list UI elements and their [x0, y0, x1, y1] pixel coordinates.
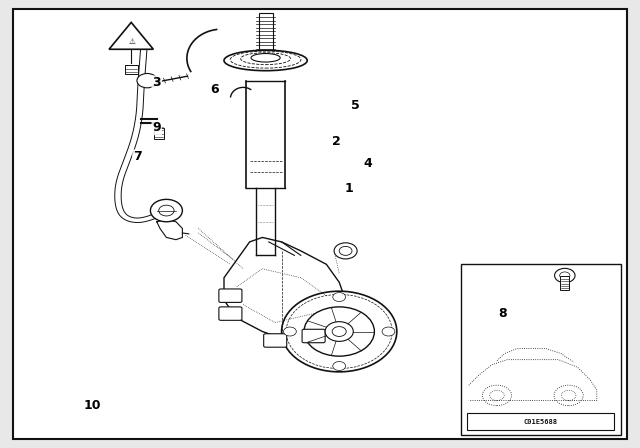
FancyBboxPatch shape: [125, 65, 138, 74]
Text: 3: 3: [152, 76, 161, 90]
Circle shape: [333, 293, 346, 302]
Text: 8: 8: [498, 307, 507, 320]
Text: 4: 4: [364, 157, 372, 170]
Circle shape: [304, 307, 374, 356]
Circle shape: [150, 199, 182, 222]
Polygon shape: [224, 237, 346, 340]
Circle shape: [284, 327, 296, 336]
FancyBboxPatch shape: [264, 334, 287, 347]
FancyBboxPatch shape: [461, 264, 621, 435]
Ellipse shape: [224, 50, 307, 71]
Circle shape: [325, 322, 353, 341]
FancyBboxPatch shape: [259, 13, 273, 58]
Text: 2: 2: [332, 134, 340, 148]
Text: 7: 7: [133, 150, 142, 164]
FancyBboxPatch shape: [302, 329, 325, 343]
Circle shape: [159, 205, 174, 216]
Text: 5: 5: [351, 99, 360, 112]
Circle shape: [333, 362, 346, 370]
Circle shape: [559, 272, 570, 279]
Circle shape: [339, 246, 352, 255]
FancyBboxPatch shape: [219, 289, 242, 302]
Circle shape: [554, 268, 575, 283]
Text: ⚠: ⚠: [129, 37, 136, 46]
Text: 6: 6: [210, 83, 219, 96]
Circle shape: [137, 73, 157, 88]
Circle shape: [332, 327, 346, 336]
Text: 9: 9: [152, 121, 161, 134]
FancyBboxPatch shape: [467, 413, 614, 430]
Text: C01E5688: C01E5688: [524, 418, 558, 425]
Polygon shape: [109, 22, 154, 49]
Text: 10: 10: [84, 399, 102, 412]
FancyBboxPatch shape: [154, 128, 164, 139]
Circle shape: [334, 243, 357, 259]
FancyBboxPatch shape: [561, 276, 570, 290]
Ellipse shape: [251, 53, 280, 62]
Text: 1: 1: [344, 181, 353, 195]
FancyBboxPatch shape: [219, 307, 242, 320]
Circle shape: [382, 327, 395, 336]
Circle shape: [282, 291, 397, 372]
FancyBboxPatch shape: [13, 9, 627, 439]
